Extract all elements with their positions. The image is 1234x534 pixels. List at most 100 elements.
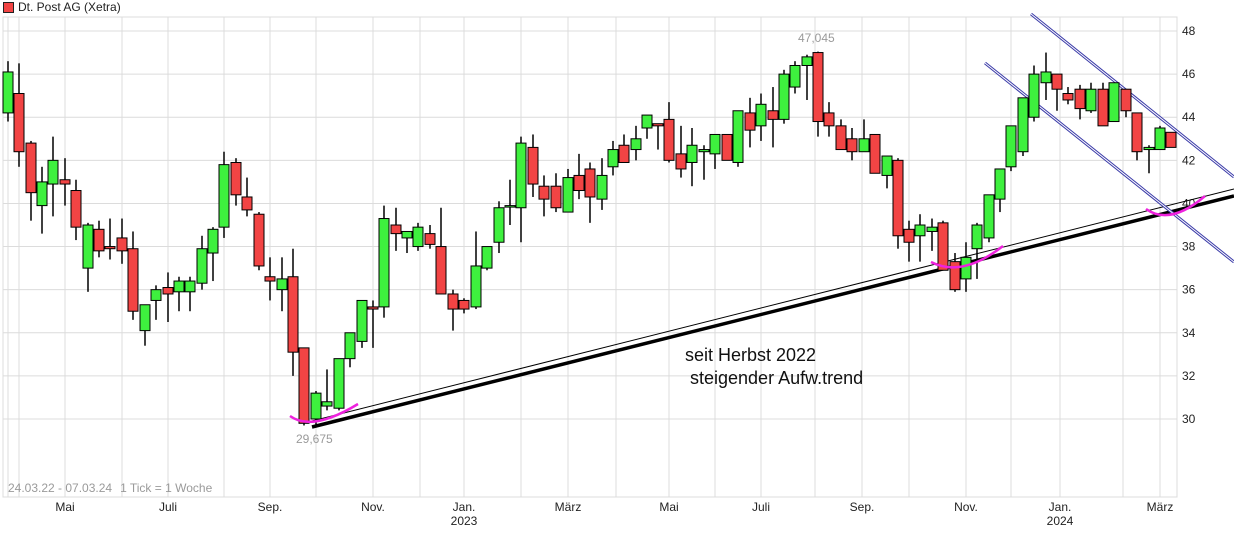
candle <box>93 220 105 258</box>
candle-body <box>641 114 653 129</box>
candle <box>378 205 390 318</box>
annotation-line2: steigender Aufw.trend <box>690 368 863 388</box>
candle <box>937 220 949 271</box>
candle-body <box>1005 125 1017 168</box>
candle-body <box>881 155 893 176</box>
candle-body <box>207 228 219 254</box>
x-tick-label: Sep. <box>258 500 283 514</box>
candle-body <box>310 392 322 420</box>
candle-body <box>892 159 904 237</box>
candle <box>675 125 687 178</box>
candle <box>196 235 208 290</box>
candle <box>59 158 71 206</box>
trend-lines <box>311 12 1234 429</box>
x-tick-label: Juli <box>159 500 177 514</box>
candle-body <box>184 280 196 293</box>
candle-body <box>630 138 642 151</box>
candle-body <box>367 306 379 310</box>
x-tick-label: Mai <box>659 500 678 514</box>
candle-body <box>447 293 459 310</box>
candle-body <box>344 332 356 360</box>
candle <box>298 347 310 426</box>
candle-body <box>618 144 630 163</box>
candle-body <box>1097 88 1109 127</box>
candle <box>801 54 813 100</box>
candle-body <box>1154 127 1166 151</box>
candle-body <box>573 174 585 192</box>
chart-legend: Dt. Post AG (Xetra) <box>3 0 121 14</box>
candle-body <box>298 347 310 424</box>
candle-body <box>47 159 59 185</box>
candle <box>435 207 447 295</box>
candle-body <box>1108 82 1120 123</box>
candle <box>721 133 733 161</box>
candle <box>139 304 151 346</box>
candles <box>2 51 1177 427</box>
pink-markers <box>289 195 1206 424</box>
candle-body <box>721 133 733 161</box>
legend-label: Dt. Post AG (Xetra) <box>18 0 121 14</box>
candle <box>1040 52 1052 100</box>
candle-body <box>732 110 744 163</box>
support-trendline-thin <box>311 188 1234 422</box>
candle <box>630 125 642 161</box>
candle-body <box>230 161 242 196</box>
candle <box>812 51 824 137</box>
candle <box>767 87 779 148</box>
x-tick-year: 2024 <box>1047 514 1074 528</box>
candle <box>550 173 562 213</box>
candle <box>686 128 698 187</box>
x-tick-label: Juli <box>752 500 770 514</box>
candle <box>755 93 767 141</box>
candle <box>1074 84 1086 120</box>
candle <box>846 128 858 161</box>
candle <box>892 158 904 249</box>
candle-body <box>709 133 721 155</box>
candle <box>287 248 299 376</box>
candle <box>1028 65 1040 122</box>
candle-body <box>937 222 949 271</box>
y-tick-label: 44 <box>1182 110 1196 124</box>
candle-body <box>70 190 82 228</box>
candle <box>493 201 505 254</box>
candle-body <box>949 261 961 291</box>
candle <box>424 225 436 249</box>
candle-body <box>1165 131 1177 148</box>
y-tick-label: 46 <box>1182 67 1196 81</box>
candle <box>184 276 196 312</box>
candle-body <box>378 218 390 308</box>
candle-body <box>994 168 1006 200</box>
candle-body <box>812 52 824 123</box>
y-tick-label: 30 <box>1182 412 1196 426</box>
high-label: 47,045 <box>798 31 835 45</box>
candle-body <box>903 228 915 243</box>
candle <box>218 151 230 238</box>
x-tick-label: Sep. <box>850 500 875 514</box>
candle-body <box>869 133 881 174</box>
candle <box>344 332 356 368</box>
candle <box>789 61 801 94</box>
candle <box>1165 131 1177 148</box>
candle <box>356 299 368 348</box>
candle-body <box>287 276 299 353</box>
candle-body <box>1131 112 1143 153</box>
x-tick-label: Nov. <box>361 500 385 514</box>
candle-body <box>675 153 687 170</box>
candle <box>538 175 550 217</box>
candle-body <box>801 56 813 66</box>
candle <box>481 246 493 271</box>
candle-body <box>1062 93 1074 101</box>
candle-body <box>686 144 698 163</box>
candle-body <box>663 118 675 161</box>
candle-body <box>401 230 413 239</box>
candle-body <box>196 248 208 284</box>
candle-body <box>2 71 14 114</box>
candle-body <box>162 287 174 295</box>
candle <box>2 61 14 122</box>
grid-lines <box>2 16 1178 498</box>
candle-body <box>1120 88 1132 112</box>
candle-body <box>241 196 253 211</box>
candle <box>663 102 675 163</box>
